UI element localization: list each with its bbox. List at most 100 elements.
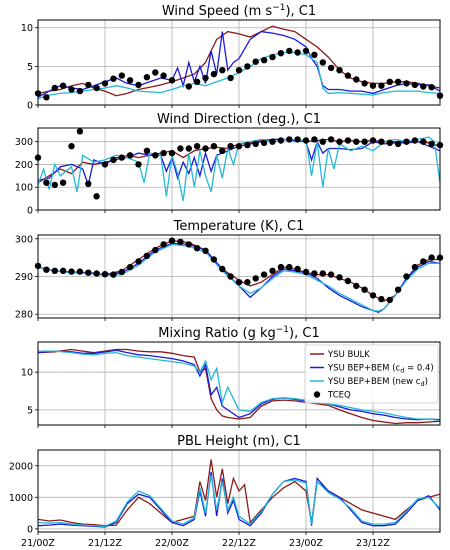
observation-point xyxy=(168,237,176,244)
observation-point xyxy=(193,78,201,86)
observation-point xyxy=(126,263,134,271)
observation-point xyxy=(361,80,368,87)
observation-point xyxy=(336,138,343,145)
observation-point xyxy=(428,140,435,148)
observation-point xyxy=(386,296,393,304)
observation-point xyxy=(110,156,117,164)
panel-title-tail: ), C1 xyxy=(289,326,320,341)
legend-label-text: YSU BULK xyxy=(327,350,370,360)
observation-point xyxy=(85,269,92,276)
panel-title-superscript: −1 xyxy=(276,325,289,335)
observation-point xyxy=(68,268,75,275)
observation-point xyxy=(420,138,427,145)
y-tick-label: 10 xyxy=(21,23,33,34)
observation-point xyxy=(319,59,326,66)
legend-label: TCEQ xyxy=(327,391,351,401)
observation-point xyxy=(428,254,435,261)
observation-point xyxy=(227,143,234,150)
observation-point xyxy=(294,136,301,143)
panel-frame xyxy=(37,341,441,426)
observation-point xyxy=(294,265,301,273)
observation-point xyxy=(411,263,419,271)
observation-point xyxy=(152,69,159,76)
observation-point xyxy=(210,143,218,150)
observation-point xyxy=(143,252,151,259)
observation-point xyxy=(219,147,226,154)
observation-point xyxy=(202,74,209,82)
legend-label: YSU BEP+BEM (new cd) xyxy=(327,377,428,388)
panel-2: Temperature (K), C1 280 290 300 xyxy=(15,219,444,321)
observation-point xyxy=(43,94,50,101)
observation-point xyxy=(311,270,318,277)
observation-point xyxy=(244,141,251,149)
observation-point xyxy=(227,74,234,82)
observation-point xyxy=(353,282,360,290)
observation-point xyxy=(118,268,126,276)
observation-point xyxy=(118,154,126,161)
observation-point xyxy=(311,136,318,143)
observation-point xyxy=(344,277,352,285)
panel-title-text: Wind Speed (m s xyxy=(162,4,273,19)
y-tick-label: 1000 xyxy=(9,493,33,504)
observation-point xyxy=(378,82,385,89)
observation-point xyxy=(43,266,50,273)
y-tick-label: 100 xyxy=(15,183,33,194)
observation-point xyxy=(286,263,293,271)
observation-point xyxy=(51,181,58,189)
panel-title-superscript: −1 xyxy=(272,3,285,13)
y-tick-label: 280 xyxy=(15,310,33,321)
observation-point xyxy=(319,270,326,277)
observation-point xyxy=(93,84,100,92)
observation-point xyxy=(202,145,209,152)
observation-point xyxy=(59,179,67,186)
series-line-1 xyxy=(38,349,440,421)
observation-point xyxy=(93,193,100,200)
y-tick-label: 290 xyxy=(15,272,33,283)
y-tick-label: 10 xyxy=(21,368,33,379)
observation-point xyxy=(126,152,134,159)
observation-point xyxy=(59,267,67,274)
panel-title: PBL Height (m), C1 xyxy=(177,434,301,449)
observation-point xyxy=(235,67,243,74)
observation-point xyxy=(302,137,310,144)
panel-title: Temperature (K), C1 xyxy=(173,219,305,234)
observation-point xyxy=(85,180,92,187)
observation-point xyxy=(260,57,268,64)
observation-point xyxy=(177,145,184,152)
observation-point xyxy=(219,67,226,74)
panel-title-text: Mixing Ratio (g kg xyxy=(158,326,276,341)
y-tick-label: 5 xyxy=(27,405,33,416)
x-tick-label: 22/12Z xyxy=(222,538,256,549)
observation-point xyxy=(235,279,243,286)
legend-label-text: TCEQ xyxy=(327,391,351,401)
observation-point xyxy=(160,241,167,248)
observation-point xyxy=(411,137,419,144)
y-tick-label: 200 xyxy=(15,160,33,171)
legend-box xyxy=(304,344,439,404)
observation-point xyxy=(403,138,410,145)
observation-point xyxy=(76,268,84,275)
legend-marker xyxy=(313,391,321,398)
panel-3: Mixing Ratio (g kg−1), C1 5 10 YSU BULK YSU … xyxy=(21,325,441,428)
y-tick-label: 5 xyxy=(27,62,33,73)
observation-point xyxy=(160,72,167,79)
series-line-0 xyxy=(38,348,440,425)
legend-label: YSU BULK xyxy=(327,350,370,360)
legend-label-text: YSU BEP+BEM (new c xyxy=(327,377,421,387)
observation-point xyxy=(394,140,402,148)
panel-frame xyxy=(37,234,441,319)
y-tick-label: 2000 xyxy=(9,461,33,472)
observation-point xyxy=(319,138,326,145)
observation-point xyxy=(428,84,435,91)
observation-point xyxy=(110,75,117,82)
observation-point xyxy=(260,271,268,278)
observation-point xyxy=(369,137,377,144)
y-tick-label: 300 xyxy=(15,137,33,148)
observation-point xyxy=(51,84,58,92)
observation-point xyxy=(210,70,218,78)
observation-point xyxy=(76,87,84,95)
observation-point xyxy=(185,241,192,248)
observation-point xyxy=(160,149,167,157)
